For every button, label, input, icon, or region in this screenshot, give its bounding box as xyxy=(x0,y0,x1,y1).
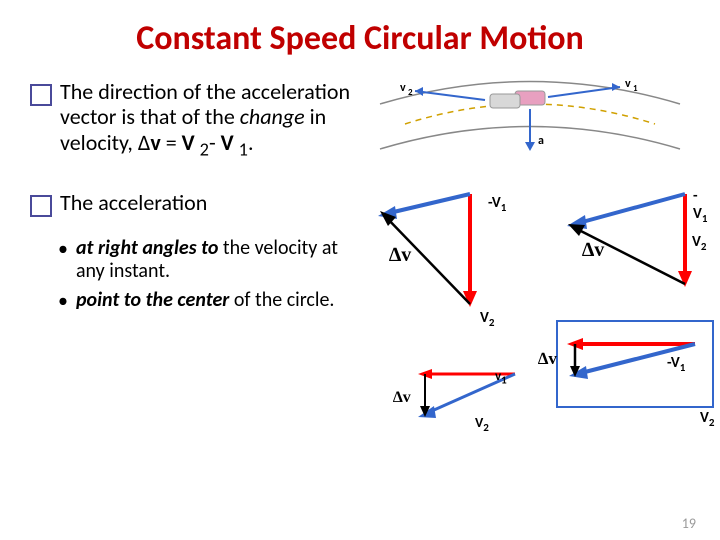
svg-text:a: a xyxy=(538,134,544,148)
sub-bullet-1: • at right angles to the velocity at any… xyxy=(58,237,360,283)
sub-1-text: at right angles to the velocity at any i… xyxy=(76,237,360,283)
label-v2-b: V2 xyxy=(692,233,706,253)
content-row: The direction of the acceleration vector… xyxy=(0,59,720,319)
label-dv-b: ∆v xyxy=(582,239,604,262)
svg-text:v: v xyxy=(400,81,406,95)
sub-dot: • xyxy=(58,289,68,313)
sub-2-text: point to the center of the circle. xyxy=(76,289,335,313)
left-column: The direction of the acceleration vector… xyxy=(30,69,360,319)
bullet-2: The acceleration xyxy=(30,190,360,217)
label-v2-c: V2 xyxy=(700,409,714,429)
svg-text:1: 1 xyxy=(633,83,638,94)
page-number: 19 xyxy=(682,515,696,532)
sub-bullet-2: • point to the center of the circle. xyxy=(58,289,360,313)
label-neg-v1-a: -V1 xyxy=(488,194,506,214)
label-v2-a: V2 xyxy=(480,309,494,329)
label-dv-d: ∆v xyxy=(393,389,411,407)
bullet-1: The direction of the acceleration vector… xyxy=(30,79,360,160)
label-dv-a: ∆v xyxy=(389,244,411,267)
sub-dot: • xyxy=(58,237,68,283)
vector-diagram-d xyxy=(395,359,535,459)
label-neg-v1-c: -V1 xyxy=(667,354,685,374)
page-title: Constant Speed Circular Motion xyxy=(0,0,720,59)
vector-diagram-b xyxy=(555,179,715,309)
label-v1-d: v1 xyxy=(495,369,507,387)
svg-text:v: v xyxy=(625,77,631,91)
right-column: v 1 v 2 a -V1 V2 ∆v xyxy=(360,69,700,319)
vector-diagram-c xyxy=(555,319,715,409)
label-v2-d: V2 xyxy=(475,414,489,434)
label-dv-c: ∆v xyxy=(538,349,557,369)
bullet-2-text: The acceleration xyxy=(60,190,207,217)
bullet-marker xyxy=(30,195,52,217)
road-diagram: v 1 v 2 a xyxy=(360,69,700,164)
svg-text:2: 2 xyxy=(408,87,413,98)
bullet-1-text: The direction of the acceleration vector… xyxy=(60,79,360,160)
bullet-marker xyxy=(30,84,52,106)
label-neg-v1-b: -V1 xyxy=(693,187,707,225)
